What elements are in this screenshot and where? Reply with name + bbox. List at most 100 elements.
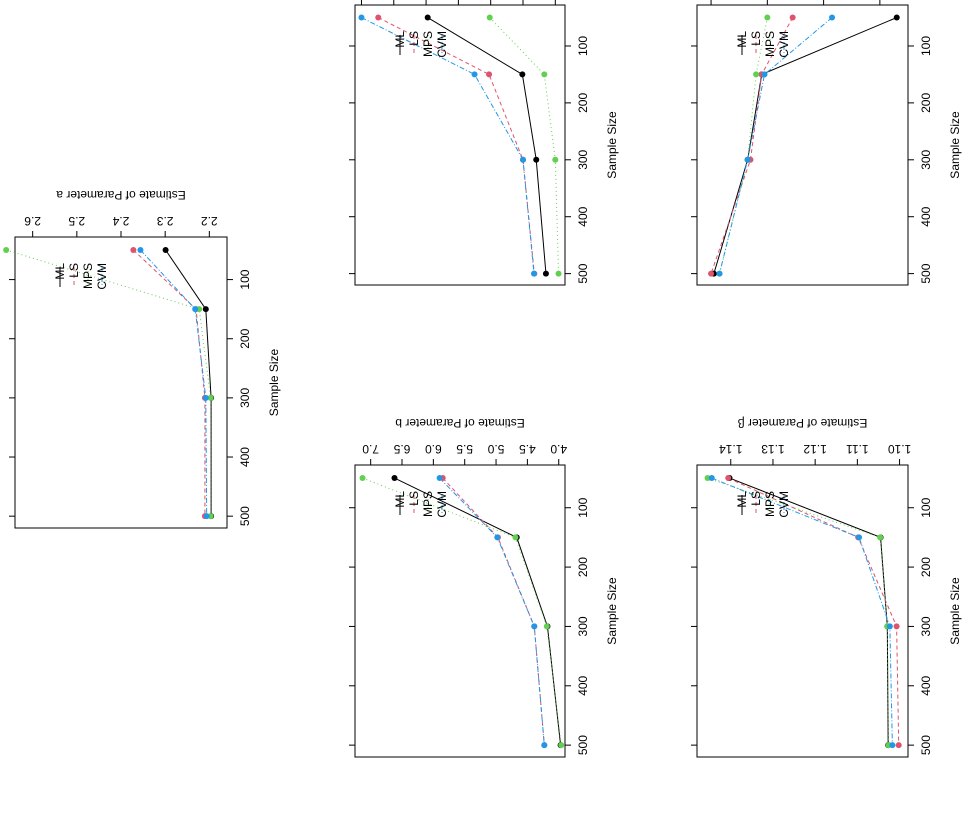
x-axis-title: Sample Size bbox=[605, 577, 619, 645]
x-tick-label: 100 bbox=[238, 269, 252, 289]
y-axis-title: Estimate of Parameter β bbox=[738, 416, 868, 430]
legend-label-mps: MPS bbox=[81, 263, 95, 289]
chart-panel-2: 4.0 4.5 5.0 5.5 6.0 6.5 7.0 100 200 300 400 500 Esti… bbox=[349, 416, 619, 758]
legend-label-cvm: CVM bbox=[777, 31, 791, 58]
legend-label-mps: MPS bbox=[763, 491, 777, 517]
legend-label-ml: ML bbox=[735, 31, 749, 48]
x-axis-title: Sample Size bbox=[605, 111, 619, 179]
point-ml bbox=[542, 270, 549, 277]
point-mps bbox=[543, 623, 550, 630]
y-tick-label: 2.2 bbox=[201, 214, 218, 228]
point-cvm bbox=[471, 71, 478, 78]
point-ml bbox=[893, 14, 900, 21]
legend-label-ml: ML bbox=[735, 491, 749, 508]
y-tick-label: 1.11 bbox=[846, 442, 869, 456]
point-cvm bbox=[494, 534, 501, 541]
point-cvm bbox=[708, 475, 715, 482]
series-line-ml bbox=[165, 249, 212, 517]
point-mps bbox=[512, 534, 519, 541]
point-cvm bbox=[520, 156, 526, 163]
series-line-ml bbox=[713, 17, 897, 274]
legend-label-cvm: CVM bbox=[435, 31, 449, 58]
y-tick-label: 4.5 bbox=[519, 442, 536, 456]
point-cvm bbox=[829, 14, 836, 21]
legend-label-ml: ML bbox=[53, 263, 67, 280]
point-ml bbox=[424, 14, 431, 21]
legend-label-cvm: CVM bbox=[435, 491, 449, 518]
point-cvm bbox=[541, 742, 548, 749]
x-axis-title: Sample Size bbox=[948, 111, 962, 179]
series-line-cvm bbox=[719, 17, 833, 274]
x-tick-label: 200 bbox=[238, 328, 252, 348]
point-ls bbox=[789, 14, 796, 21]
y-tick-label: 6.5 bbox=[393, 442, 410, 456]
y-tick-label: 4.0 bbox=[550, 442, 567, 456]
series-line-mps bbox=[707, 477, 890, 746]
legend-label-cvm: CVM bbox=[95, 263, 109, 290]
point-ls bbox=[725, 475, 732, 482]
point-cvm bbox=[531, 623, 538, 630]
point-cvm bbox=[761, 71, 768, 78]
point-cvm bbox=[744, 156, 751, 163]
y-tick-label: 2.4 bbox=[112, 214, 129, 228]
point-mps bbox=[877, 534, 884, 541]
y-tick-label: 2.3 bbox=[157, 214, 174, 228]
point-ml bbox=[162, 247, 169, 254]
plot-frame bbox=[696, 4, 909, 286]
series-line-cvm bbox=[140, 249, 208, 517]
chart-panel-5: 1.951.971.992.01100200300400500Estimate … bbox=[691, 0, 962, 286]
point-cvm bbox=[886, 623, 893, 630]
x-tick-label: 500 bbox=[576, 263, 590, 283]
series-line-ml bbox=[729, 477, 889, 746]
plot-frame bbox=[354, 464, 566, 758]
x-tick-label: 200 bbox=[919, 93, 933, 113]
point-cvm bbox=[530, 270, 537, 277]
point-mps bbox=[753, 71, 760, 78]
series-line-mps bbox=[6, 249, 212, 517]
legend-label-ls: LS bbox=[749, 491, 763, 506]
chart-panel-3: 2.52.62.72.82.93.03.1100200300400500Esti… bbox=[349, 0, 619, 286]
point-ml bbox=[202, 306, 209, 313]
point-cvm bbox=[436, 475, 443, 482]
point-cvm bbox=[716, 270, 723, 277]
x-tick-label: 200 bbox=[919, 557, 933, 577]
plot-frame bbox=[14, 236, 228, 529]
point-cvm bbox=[137, 247, 144, 254]
legend-label-ml: ML bbox=[393, 491, 407, 508]
x-tick-label: 400 bbox=[576, 206, 590, 226]
point-mps bbox=[555, 270, 562, 277]
point-ls bbox=[375, 14, 382, 21]
series-line-cvm bbox=[361, 17, 535, 274]
legend-label-ml: ML bbox=[393, 31, 407, 48]
chart-panel-1: 2.2 2.3 2.4 2.5 2.6 100 200 300 400 500 Estimate o… bbox=[3, 188, 281, 529]
series-line-ls bbox=[728, 477, 900, 746]
legend-label-cvm: CVM bbox=[777, 491, 791, 518]
x-tick-label: 300 bbox=[576, 149, 590, 169]
y-tick-label: 2.5 bbox=[68, 214, 85, 228]
point-mps bbox=[704, 475, 711, 482]
plot-frame bbox=[354, 4, 566, 286]
x-tick-label: 300 bbox=[238, 388, 252, 408]
x-tick-label: 500 bbox=[576, 735, 590, 755]
point-ls bbox=[130, 247, 137, 254]
legend-label-mps: MPS bbox=[421, 31, 435, 57]
plot-frame bbox=[696, 464, 909, 758]
legend-label-ls: LS bbox=[67, 263, 81, 278]
x-tick-label: 100 bbox=[576, 497, 590, 517]
point-ls bbox=[893, 623, 900, 630]
legend-label-ls: LS bbox=[749, 31, 763, 46]
legend-label-mps: MPS bbox=[421, 491, 435, 517]
x-tick-label: 400 bbox=[576, 675, 590, 695]
legend-label-ls: LS bbox=[407, 491, 421, 506]
series-line-mps bbox=[719, 17, 768, 274]
point-ls bbox=[895, 742, 902, 749]
point-cvm bbox=[889, 742, 896, 749]
x-tick-label: 500 bbox=[238, 506, 252, 526]
point-mps bbox=[764, 14, 771, 21]
legend-label-mps: MPS bbox=[763, 31, 777, 57]
point-ls bbox=[708, 270, 715, 277]
x-tick-label: 300 bbox=[576, 616, 590, 636]
y-tick-label: 1.12 bbox=[803, 442, 827, 456]
series-line-ml bbox=[427, 17, 547, 274]
